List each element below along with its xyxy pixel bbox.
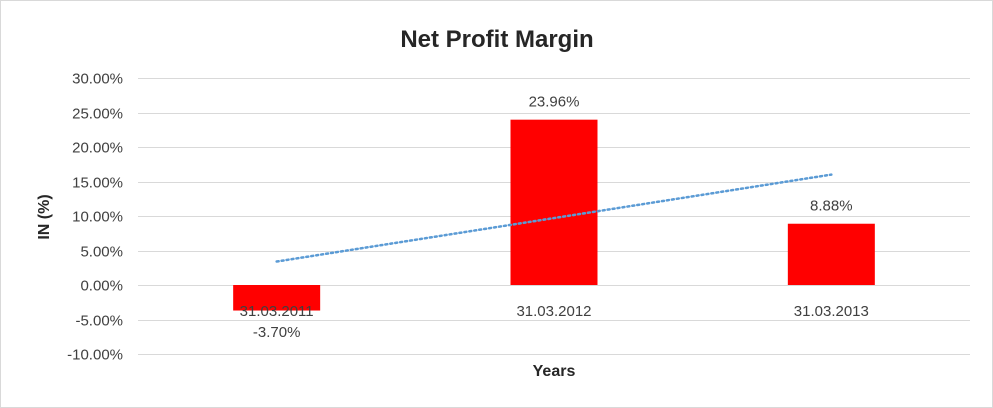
y-tick-label: -10.00% bbox=[67, 347, 123, 364]
y-tick-label: 0.00% bbox=[80, 278, 123, 295]
data-label: 8.88% bbox=[810, 198, 853, 215]
x-axis-title: Years bbox=[533, 363, 576, 380]
bar-31.03.2012 bbox=[510, 119, 598, 286]
x-category-label: 31.03.2011 bbox=[240, 303, 314, 320]
y-tick-label: 5.00% bbox=[80, 244, 123, 261]
bars bbox=[233, 119, 875, 311]
bar-31.03.2011 bbox=[233, 285, 321, 311]
y-tick-label: 30.00% bbox=[72, 71, 123, 88]
y-tick-label: 10.00% bbox=[72, 209, 123, 226]
data-label: 23.96% bbox=[529, 94, 580, 111]
y-tick-label: 20.00% bbox=[72, 140, 123, 157]
y-tick-label: 15.00% bbox=[72, 175, 123, 192]
data-label: -3.70% bbox=[253, 324, 301, 341]
trendline-layer bbox=[275, 173, 833, 263]
y-axis-title: IN (%) bbox=[36, 194, 53, 239]
trendline bbox=[275, 173, 833, 263]
x-axis-categories: 31.03.2011 31.03.2012 31.03.2013 bbox=[240, 303, 869, 320]
data-labels: -3.70% 23.96% 8.88% bbox=[253, 94, 853, 341]
x-category-label: 31.03.2012 bbox=[516, 303, 591, 320]
x-category-label: 31.03.2013 bbox=[794, 303, 869, 320]
chart-title: Net Profit Margin bbox=[400, 26, 593, 53]
y-tick-label: 25.00% bbox=[72, 106, 123, 123]
y-tick-label: -5.00% bbox=[75, 313, 123, 330]
bar-31.03.2013 bbox=[787, 223, 875, 285]
y-axis-ticks: 30.00% 25.00% 20.00% 15.00% 10.00% 5.00% 0.00%… bbox=[67, 71, 123, 364]
